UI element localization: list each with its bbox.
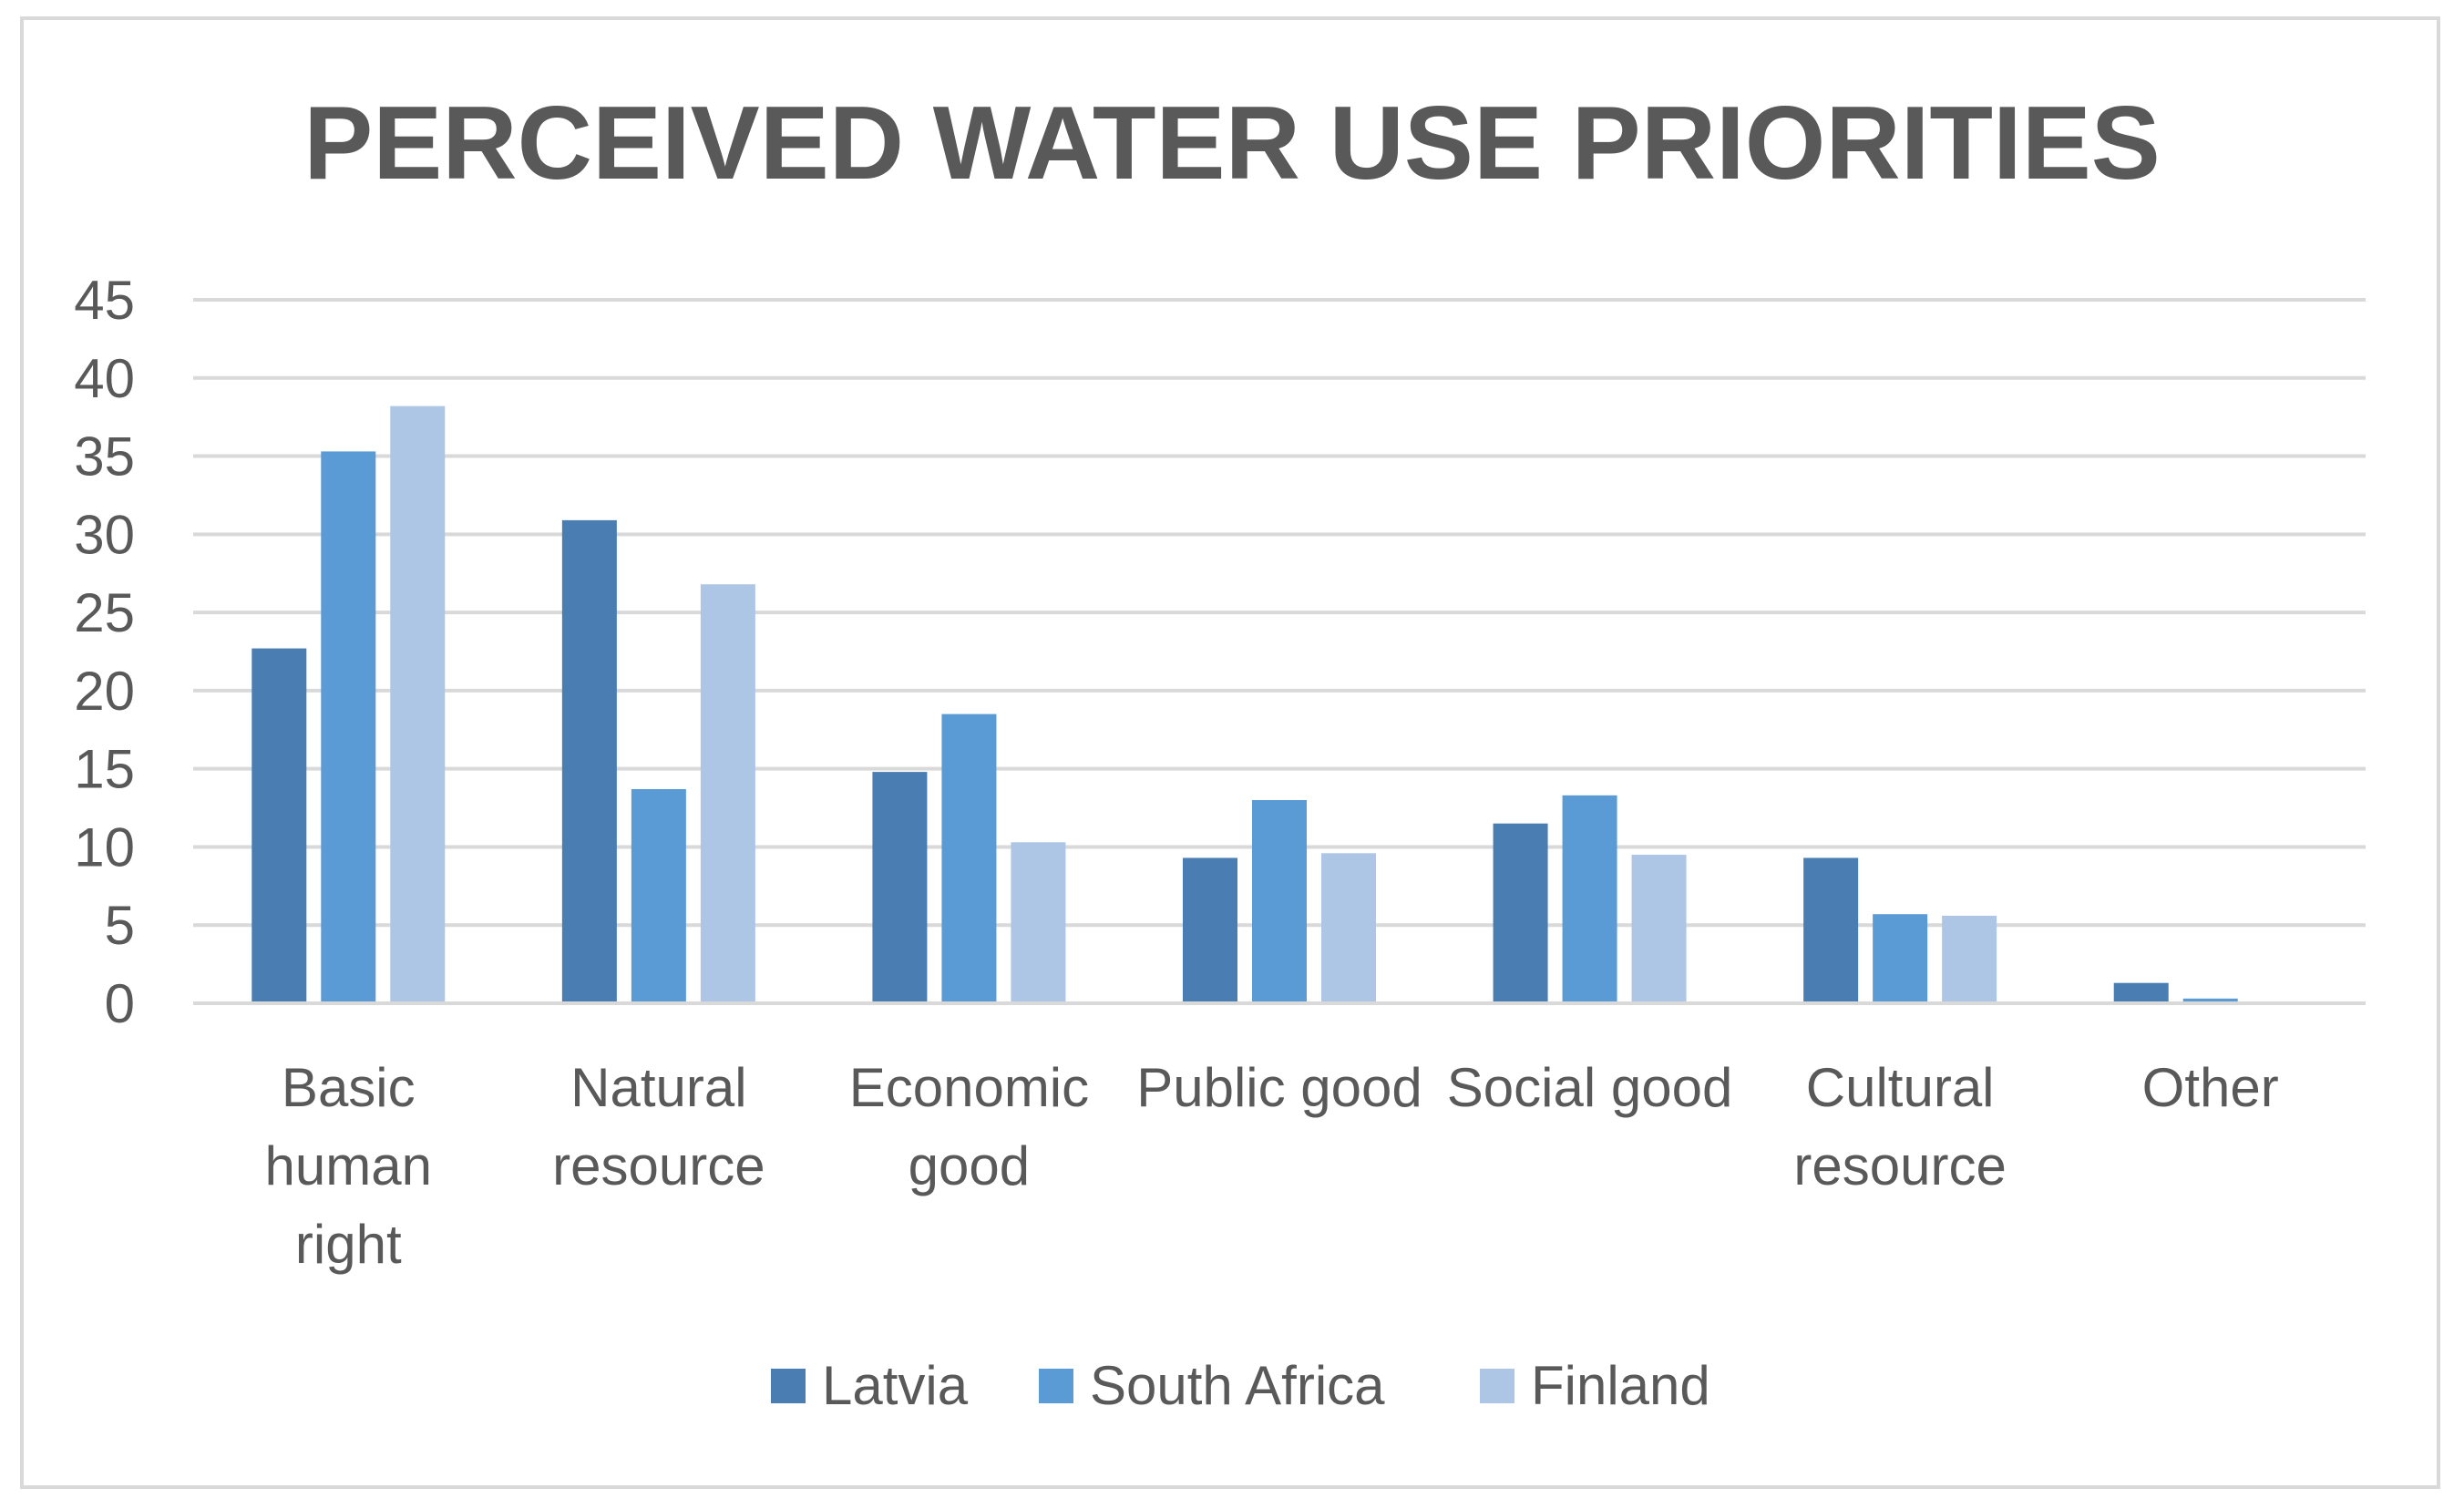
chart-title: PERCEIVED WATER USE PRIORITIES [303, 86, 2161, 201]
x-category-label: right [295, 1214, 402, 1275]
x-category-label: Natural [570, 1057, 746, 1118]
bar [872, 772, 928, 1003]
legend-swatch [1480, 1369, 1514, 1403]
legend: Latvia South Africa Finland [771, 1355, 1710, 1416]
bar [321, 451, 376, 1003]
bar [2113, 982, 2169, 1003]
x-category-label: good [909, 1135, 1030, 1196]
bar [700, 584, 755, 1003]
y-tick-label: 20 [74, 661, 135, 722]
y-tick-label: 10 [74, 816, 135, 878]
legend-swatch [771, 1369, 806, 1403]
x-category-label: resource [552, 1135, 765, 1196]
y-tick-label: 45 [74, 270, 135, 331]
x-category-label: human [265, 1135, 432, 1196]
x-category-label: Cultural [1806, 1057, 1995, 1118]
category-labels: Basic human right Natural resource Economic go… [265, 1057, 2279, 1275]
y-tick-label: 30 [74, 504, 135, 565]
x-category-label: Public good [1136, 1057, 1422, 1118]
y-tick-label: 5 [105, 895, 135, 956]
bar [1803, 857, 1859, 1003]
legend-swatch [1039, 1369, 1073, 1403]
bar [631, 788, 686, 1003]
x-category-label: Social good [1447, 1057, 1733, 1118]
bar [1631, 855, 1687, 1003]
bar [1942, 915, 1997, 1003]
bar [1252, 799, 1307, 1003]
bar [1321, 853, 1376, 1003]
bar [252, 648, 307, 1003]
legend-item: Latvia [771, 1355, 969, 1416]
bar [1873, 914, 1928, 1003]
bar [390, 405, 446, 1003]
x-category-label: resource [1793, 1135, 2006, 1196]
y-tick-label: 0 [105, 973, 135, 1034]
bar [1011, 842, 1066, 1003]
legend-item: Finland [1480, 1355, 1710, 1416]
bars [252, 405, 2238, 1003]
bar [1562, 795, 1617, 1003]
y-tick-label: 35 [74, 426, 135, 488]
legend-label: Latvia [822, 1355, 969, 1416]
x-category-label: Other [2142, 1057, 2279, 1118]
bar [1493, 823, 1548, 1003]
y-axis-ticks: 0 5 10 15 20 25 30 35 40 45 [74, 270, 135, 1034]
y-tick-label: 40 [74, 348, 135, 409]
x-category-label: Economic [849, 1057, 1089, 1118]
bar [561, 519, 617, 1003]
legend-label: Finland [1531, 1355, 1710, 1416]
x-category-label: Basic [282, 1057, 416, 1118]
bar [941, 713, 997, 1003]
bar [2182, 998, 2238, 1003]
legend-label: South Africa [1090, 1355, 1385, 1416]
bar [1183, 857, 1237, 1003]
gridlines [193, 298, 2366, 928]
legend-item: South Africa [1039, 1355, 1385, 1416]
y-tick-label: 15 [74, 739, 135, 800]
y-tick-label: 25 [74, 582, 135, 643]
